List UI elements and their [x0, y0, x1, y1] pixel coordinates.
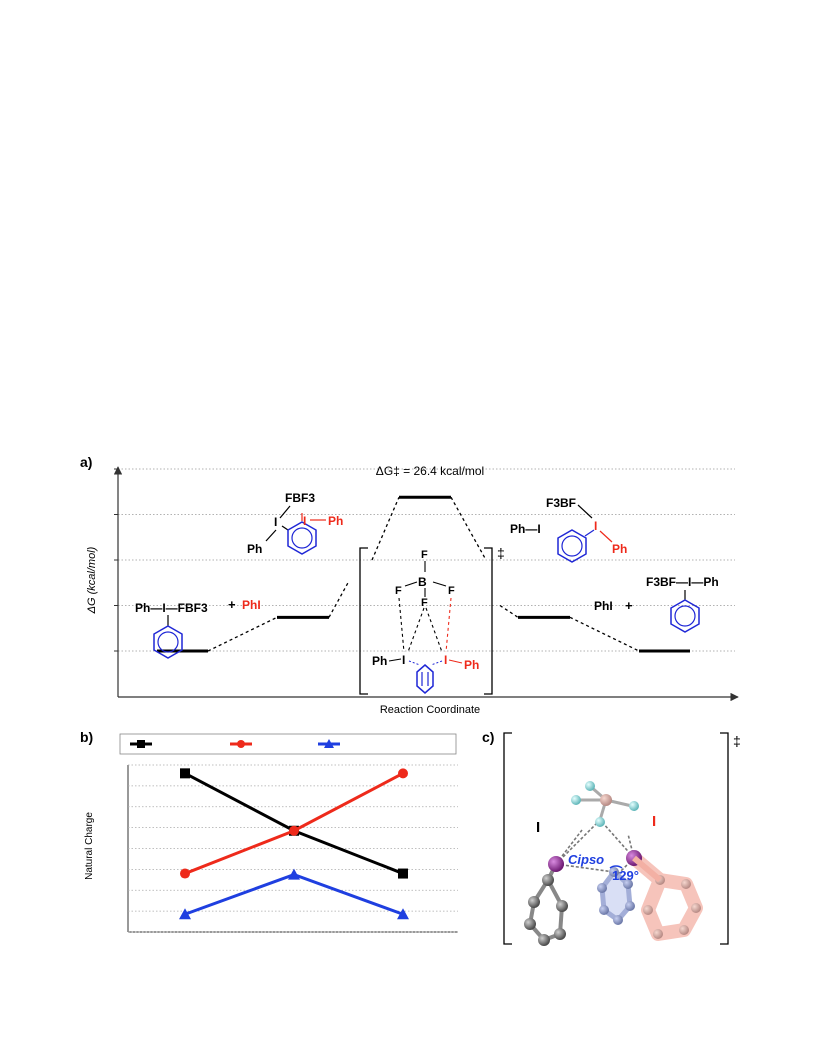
ts-left-bracket	[359, 547, 368, 695]
pd-structure: PhI + F3BF—I—Ph	[594, 575, 719, 633]
panel-c-angle-arc	[609, 865, 623, 869]
series-line	[184, 872, 404, 916]
energy-connector	[207, 616, 278, 652]
panel-a-axes	[113, 466, 739, 702]
panel-b-y-axis-label: Natural Charge	[84, 812, 95, 880]
pd-formula: F3BF—I—Ph	[646, 575, 719, 589]
ts-phenyl-left: Ph	[372, 654, 387, 668]
data-point	[288, 868, 300, 880]
cp2-phenyl: Ph	[612, 542, 627, 556]
panel-b-legend-box	[119, 733, 457, 755]
migrating-aryl-ring	[597, 867, 635, 925]
cp1-phenyl: Ph	[247, 542, 262, 556]
panel-b: b) Natural Charge	[80, 729, 458, 933]
ts-boron: B	[418, 575, 427, 589]
panel-c-cipso: Cipso	[568, 852, 604, 867]
data-point	[179, 908, 191, 920]
panel-a: a) ΔG (kcal/mol) Reaction Coordinate ΔG‡…	[80, 454, 739, 716]
energy-connectors	[207, 496, 640, 652]
pd-benzene-icon	[670, 599, 700, 633]
barrier-label: ΔG‡ = 26.4 kcal/mol	[376, 464, 484, 478]
cp1-benzene-icon	[287, 521, 317, 555]
panel-a-y-axis-label: ΔG (kcal/mol)	[86, 546, 98, 614]
ts-dagger: ‡	[497, 545, 505, 561]
ts-phenyl-right: Ph	[464, 658, 479, 672]
data-point	[180, 768, 190, 779]
ts-f-left: F	[395, 585, 402, 597]
cp1-fbf3: FBF3	[285, 491, 315, 505]
energy-levels	[157, 495, 690, 653]
plus-sign-2: +	[625, 598, 633, 613]
panel-b-gridlines	[127, 764, 458, 933]
plus-sign-1: +	[228, 597, 236, 612]
cp1-structure: FBF3 I Ph I Ph	[247, 491, 343, 556]
ts-f-right: F	[448, 585, 455, 597]
cp1-iodine-2: I	[303, 514, 306, 528]
panel-a-y-ticks	[114, 468, 118, 652]
panel-a-label: a)	[80, 454, 92, 470]
panel-a-gridlines	[118, 468, 735, 652]
energy-connector	[371, 496, 400, 561]
ts-migrating-ring-icon	[416, 664, 434, 694]
panel-c-right-bracket	[720, 732, 729, 945]
legend-marker	[237, 740, 245, 748]
rt-structure: Ph—I—FBF3	[135, 601, 208, 659]
cp2-benzene-icon	[557, 529, 587, 563]
panel-b-series	[179, 768, 409, 920]
panel-c-angle: 129°	[612, 868, 639, 883]
panel-c: c) ‡	[482, 729, 741, 946]
data-point	[398, 768, 408, 779]
ts-3d-model	[524, 781, 703, 946]
energy-connector	[328, 582, 349, 618]
migrating-phenyl-product	[629, 852, 703, 941]
ts-iodine-left: I	[402, 653, 405, 667]
panel-c-dagger: ‡	[733, 733, 741, 749]
ts-right-bracket	[484, 547, 493, 695]
panel-b-legend	[130, 739, 340, 748]
phi-reactant: PhI	[242, 598, 261, 612]
rt-formula: Ph—I—FBF3	[135, 601, 208, 615]
cp2-ph-i: Ph—I	[510, 522, 541, 536]
energy-connector	[499, 604, 519, 618]
panel-c-iodine-left: I	[536, 819, 540, 836]
data-point	[398, 868, 408, 879]
legend-marker	[137, 740, 145, 748]
ts-f-bottom: F	[421, 597, 428, 609]
cp2-iodine: I	[594, 519, 597, 533]
ts-f-top: F	[421, 549, 428, 561]
data-point	[289, 825, 299, 836]
series-line	[184, 772, 404, 875]
energy-connector	[450, 496, 487, 561]
legend-marker	[324, 739, 334, 748]
panel-c-left-bracket	[503, 732, 512, 945]
cp2-f3bf: F3BF	[546, 496, 576, 510]
series-cipso	[179, 868, 409, 920]
data-point	[180, 868, 190, 879]
data-point	[397, 908, 409, 920]
panel-b-label: b)	[80, 729, 93, 745]
bf4-unit	[571, 781, 639, 827]
ts-structure: ‡ F B F F F Ph I I Ph	[359, 545, 505, 695]
cp2-structure: Ph—I F3BF I Ph	[510, 496, 627, 563]
ts-iodine-right: I	[444, 653, 447, 667]
panel-c-label: c)	[482, 729, 494, 745]
rt-benzene-icon	[153, 625, 183, 659]
phi-product: PhI	[594, 599, 613, 613]
panel-a-x-axis-label: Reaction Coordinate	[380, 704, 480, 716]
cp1-iodine: I	[274, 515, 277, 529]
series-line	[184, 772, 404, 875]
cp1-phenyl-2: Ph	[328, 514, 343, 528]
iodine-atom-left	[548, 856, 564, 872]
series-i-on-2a	[180, 768, 408, 879]
spectator-phenyl	[524, 863, 568, 946]
panel-c-iodine-right: I	[652, 813, 656, 830]
energy-connector	[569, 616, 640, 652]
